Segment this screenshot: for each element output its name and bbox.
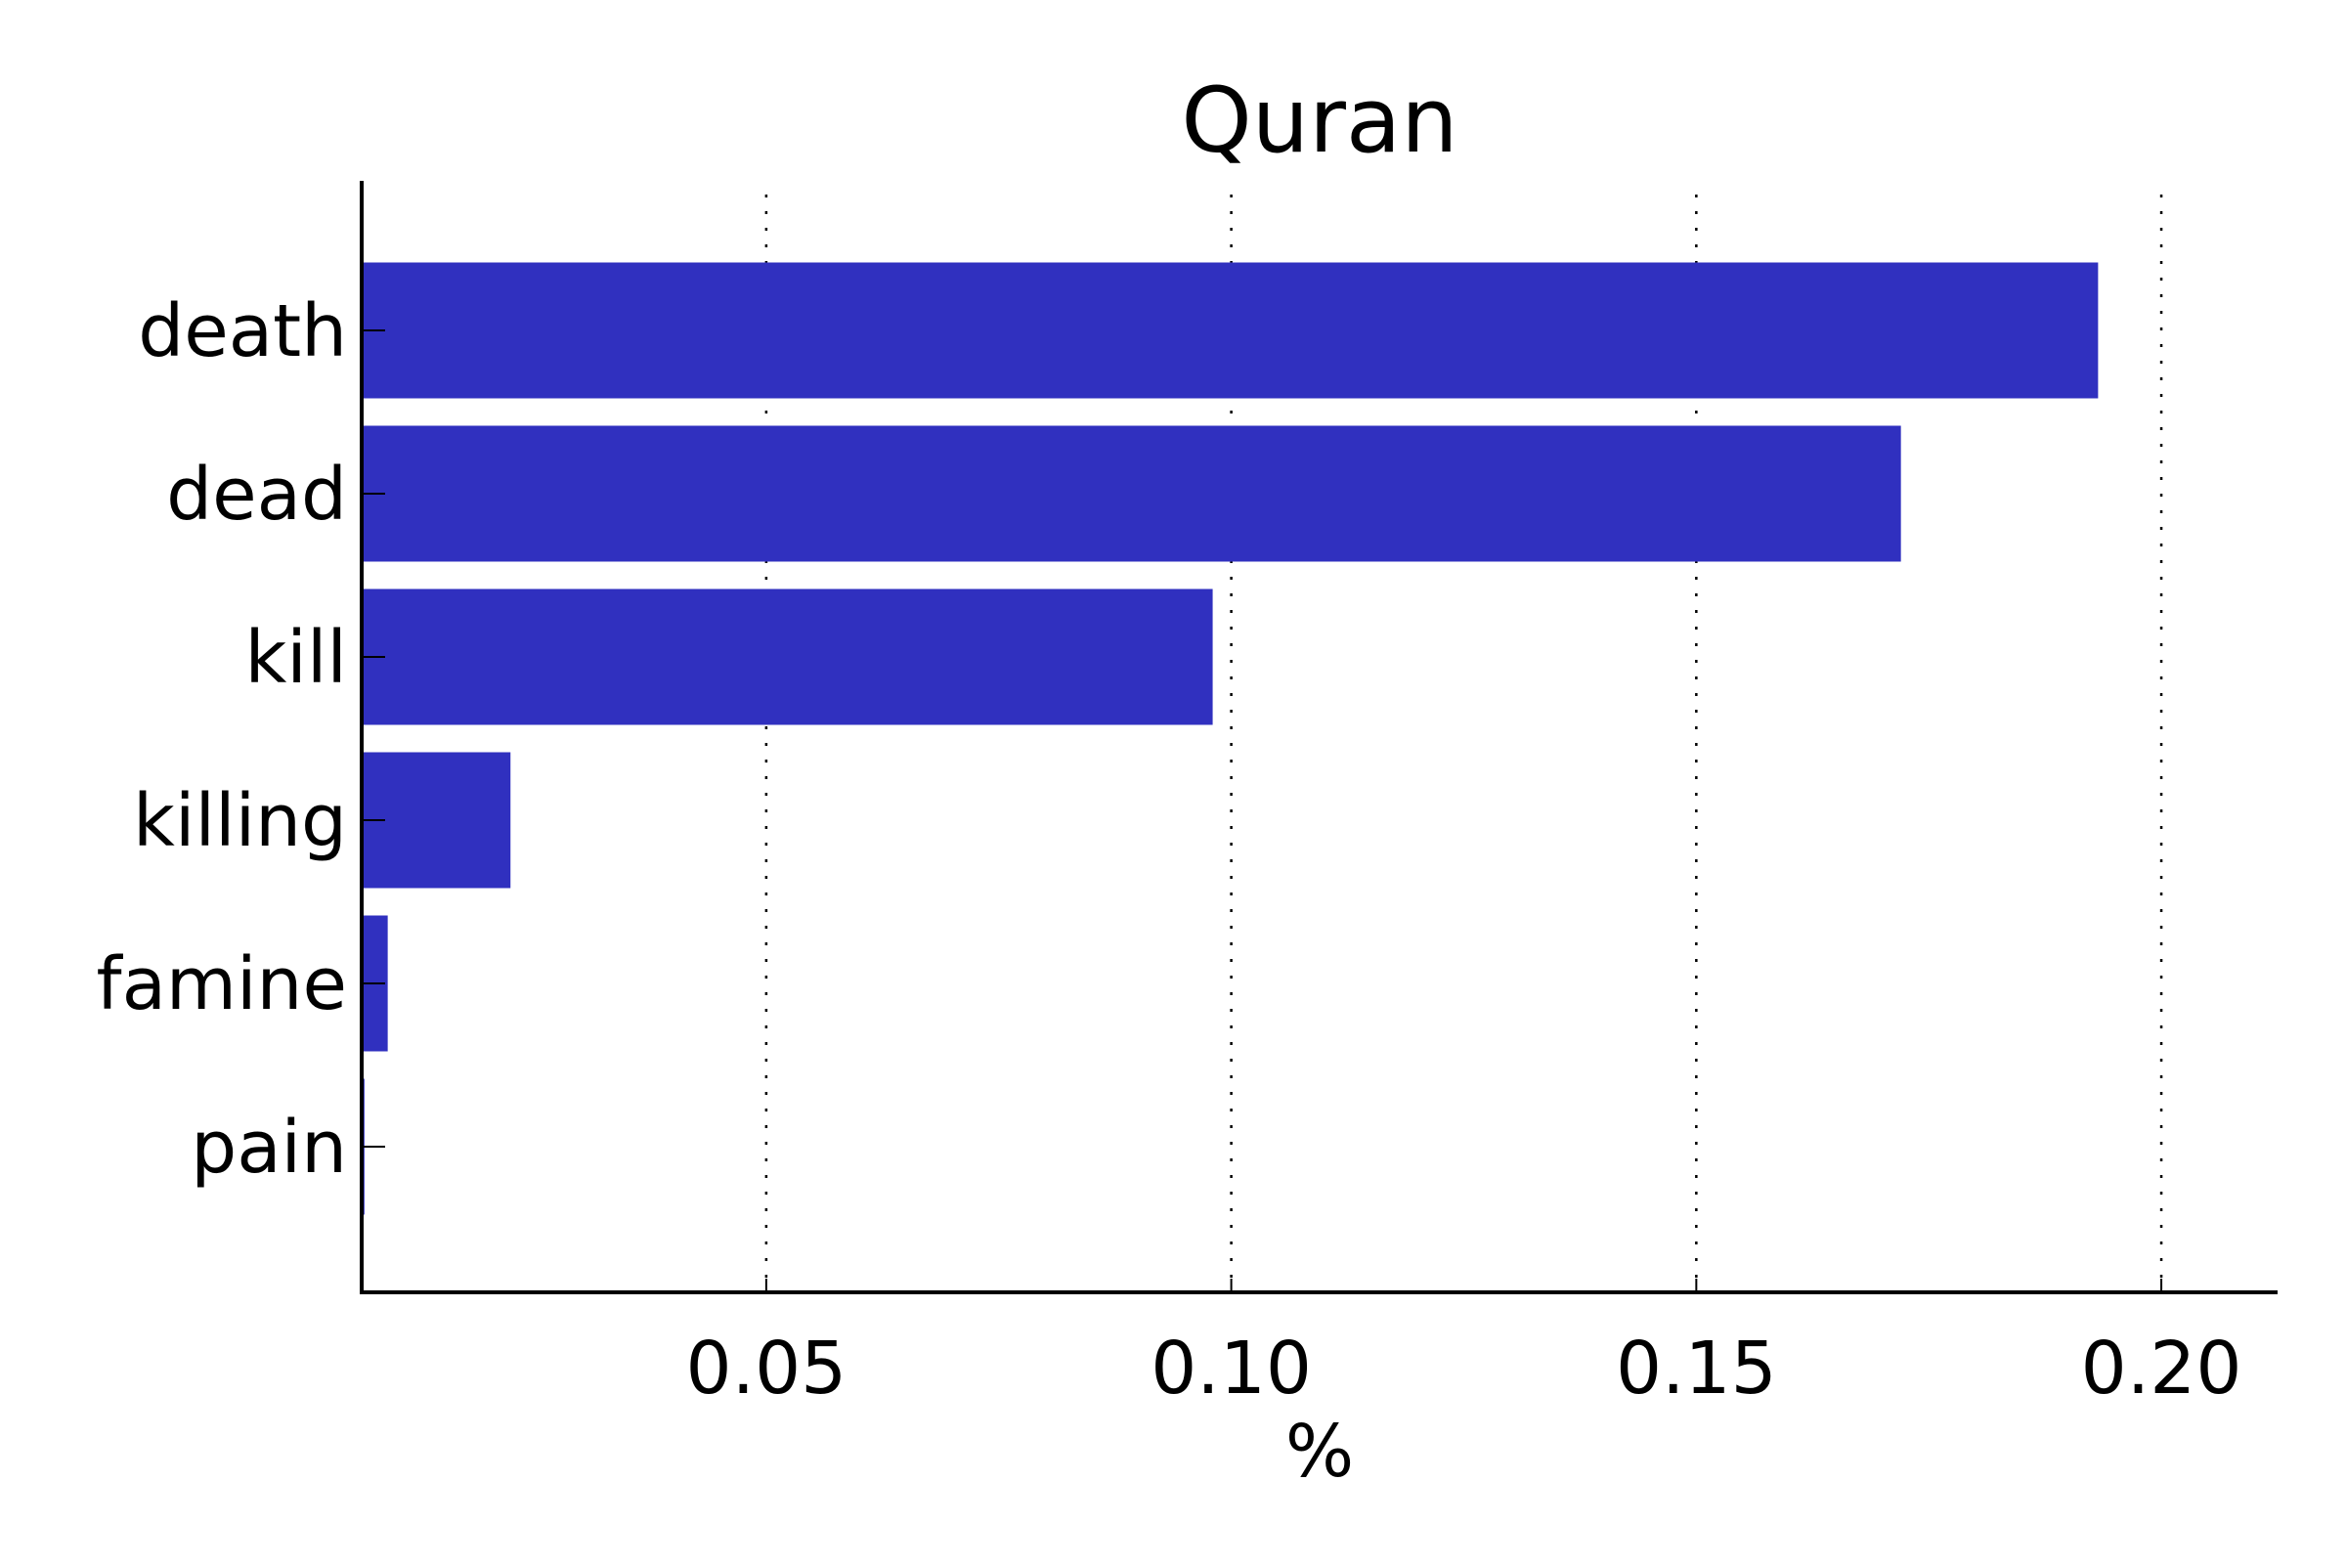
chart-title: Quran <box>1181 68 1457 173</box>
bar-killing <box>362 752 511 889</box>
x-tick-label: 0.05 <box>686 1327 847 1411</box>
y-tick-label-killing: killing <box>133 779 347 863</box>
y-axis-ticks: death dead kill killing famine pain <box>97 289 385 1190</box>
bar-dead <box>362 425 1901 562</box>
x-tick-label: 0.20 <box>2081 1327 2242 1411</box>
y-tick-label-kill: kill <box>244 616 347 700</box>
y-tick-label-pain: pain <box>191 1106 347 1190</box>
x-axis-ticks: 0.05 0.10 0.15 0.20 <box>686 1279 2242 1411</box>
y-tick-label-famine: famine <box>97 942 347 1026</box>
axes <box>360 181 2278 1294</box>
x-tick-label: 0.10 <box>1151 1327 1312 1411</box>
y-tick-label-death: death <box>138 289 347 373</box>
bar-death <box>362 262 2099 399</box>
bar-kill <box>362 588 1213 725</box>
x-axis-title: % <box>1285 1410 1354 1494</box>
y-tick-label-dead: dead <box>166 453 347 537</box>
x-tick-label: 0.15 <box>1616 1327 1777 1411</box>
bars <box>362 262 2099 1215</box>
